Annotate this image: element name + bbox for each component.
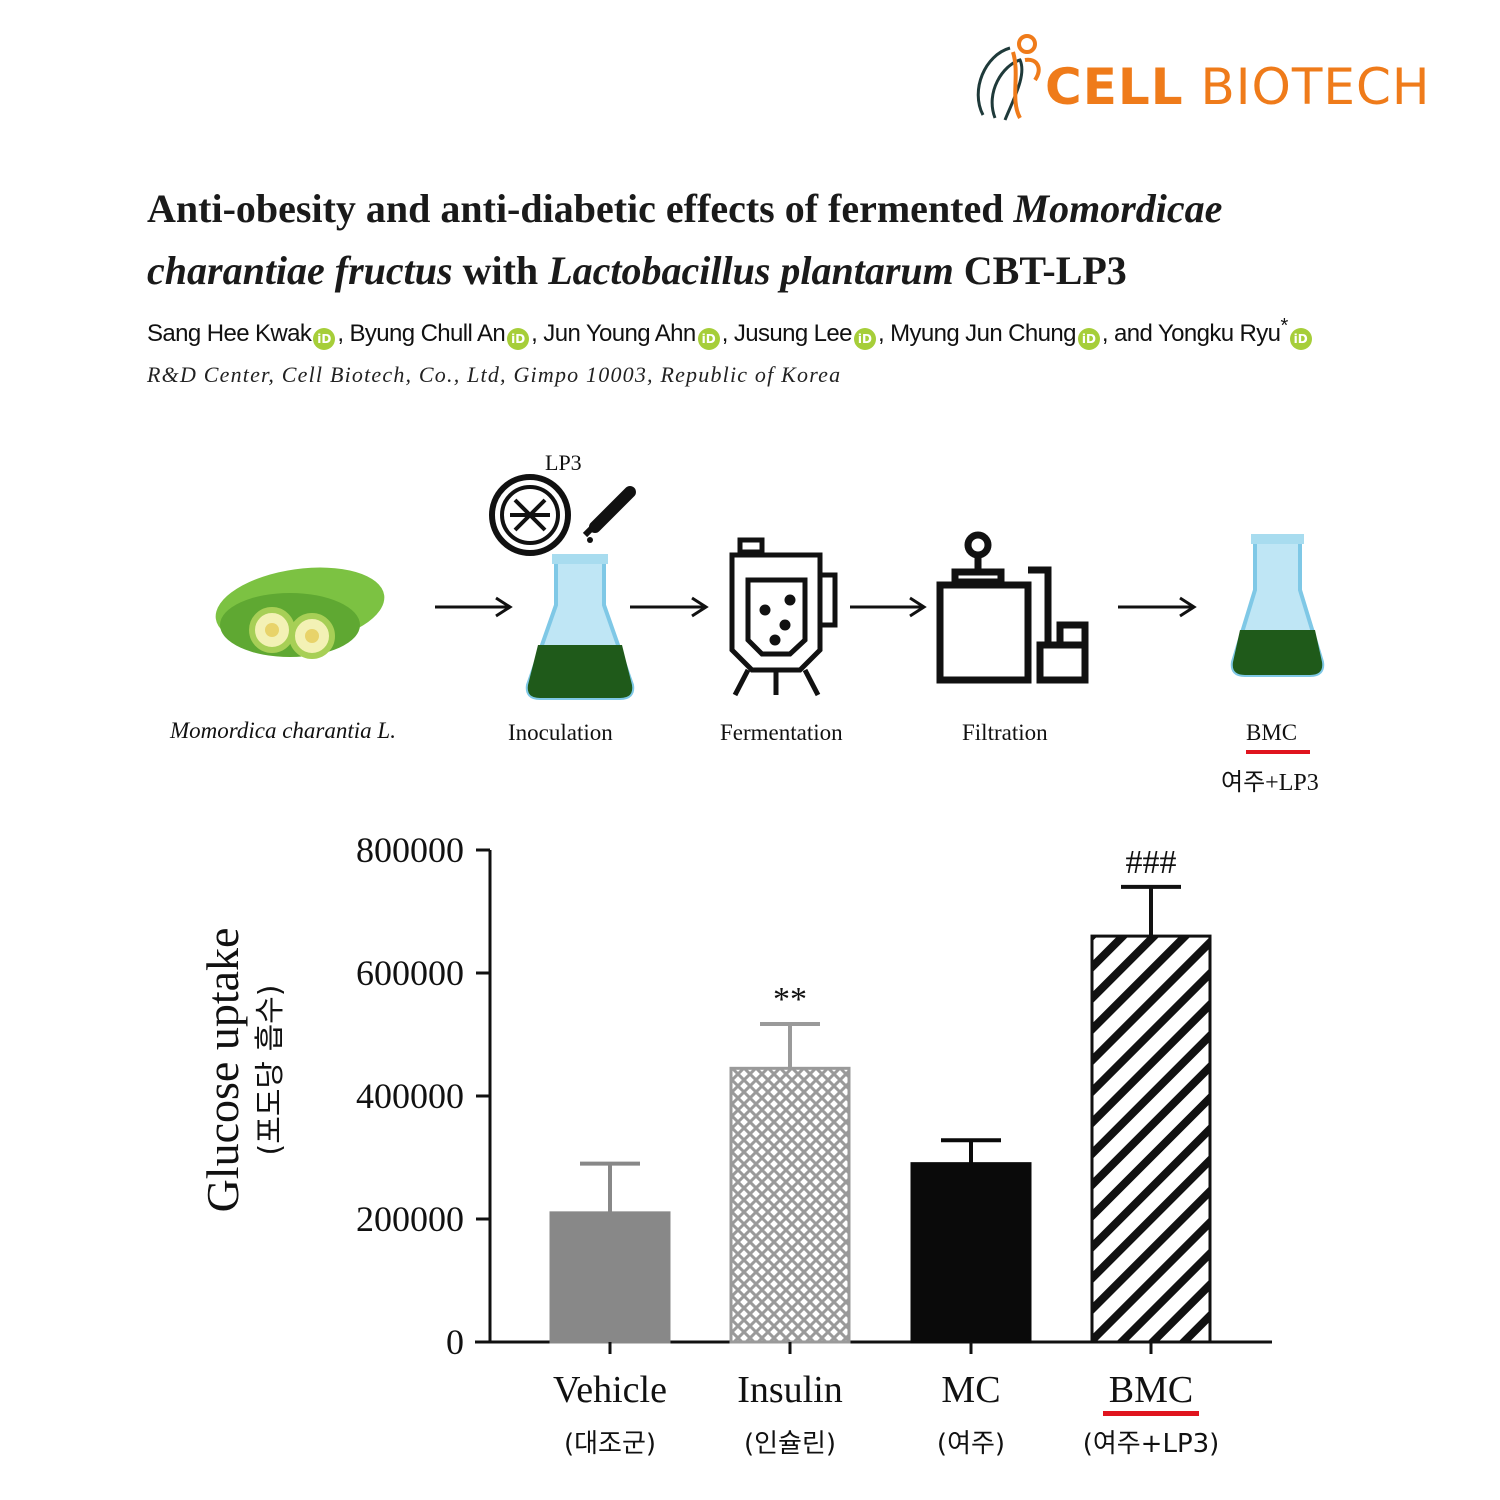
- x-category-label-korean: (여주): [937, 1429, 1005, 1459]
- y-axis-label: Glucose uptake: [197, 928, 248, 1213]
- orcid-icon[interactable]: iD: [1077, 328, 1100, 350]
- x-category-label: MC: [941, 1369, 1000, 1411]
- y-tick-label: 200000: [356, 1199, 464, 1239]
- author-list: Sang Hee Kwak iD, Byung Chull An iD, Jun Y…: [147, 315, 1314, 350]
- orcid-icon[interactable]: iD: [1289, 328, 1312, 350]
- x-category-label: BMC: [1109, 1369, 1193, 1411]
- y-tick-label: 400000: [356, 1076, 464, 1116]
- flask-icon: [525, 554, 635, 700]
- affiliation: R&D Center, Cell Biotech, Co., Ltd, Gimp…: [147, 362, 842, 387]
- orcid-icon[interactable]: iD: [507, 328, 530, 350]
- title-text-2: with: [452, 248, 549, 293]
- step-label-filtration: Filtration: [962, 720, 1048, 745]
- step-label-bmc: BMC: [1246, 720, 1298, 745]
- author-name: , Myung Jun Chung: [877, 320, 1077, 347]
- y-tick-label: 800000: [356, 830, 464, 870]
- significance-mark: **: [773, 981, 807, 1018]
- x-category-label-korean: (인슐린): [744, 1429, 836, 1459]
- step-label-plant: Momordica charantia L.: [170, 718, 396, 743]
- y-tick-label: 600000: [356, 953, 464, 993]
- bitter-melon-icon: [215, 567, 385, 659]
- dropper-icon: [582, 486, 636, 543]
- author-name: , Byung Chull An: [337, 320, 506, 347]
- bar-bmc: [1090, 934, 1212, 1344]
- x-category-label: Vehicle: [553, 1369, 667, 1411]
- y-tick-label: 0: [446, 1322, 464, 1362]
- x-category-label-korean: (대조군): [564, 1429, 656, 1459]
- petri-dish-icon: [489, 474, 571, 556]
- step-label-fermentation: Fermentation: [720, 720, 843, 745]
- logo-brand-light: BIOTECH: [1200, 58, 1431, 116]
- fermenter-icon: [729, 537, 838, 697]
- paper-title: Anti-obesity and anti-diabetic effects o…: [147, 178, 1397, 302]
- title-italic-1: Momordicae charantiae fructus: [147, 186, 1223, 293]
- bmc-korean-label: 여주+LP3: [1221, 770, 1319, 796]
- bmc-highlight-underline: [1246, 750, 1310, 754]
- cell-biotech-logo-icon: [976, 34, 1041, 121]
- author-name: Sang Hee Kwak: [147, 320, 312, 347]
- orcid-icon[interactable]: iD: [697, 328, 720, 350]
- glucose-uptake-chart: 0 200000 400000 600000 800000 ** ### Vehicle (…: [197, 830, 1272, 1459]
- corresponding-author-mark: *: [1280, 315, 1288, 337]
- step-label-inoculation: Inoculation: [508, 720, 613, 745]
- title-text-3: CBT-LP3: [953, 248, 1127, 293]
- filtration-icon: [936, 531, 1089, 684]
- logo-wordmark: CELL BIOTECH: [1045, 58, 1431, 116]
- bar-vehicle: [549, 1211, 671, 1344]
- orcid-icon[interactable]: iD: [853, 328, 876, 350]
- x-category-label: Insulin: [737, 1369, 843, 1411]
- author-name: , and Yongku Ryu: [1101, 320, 1281, 347]
- author-name: , Jun Young Ahn: [531, 320, 696, 347]
- highlight-underline: [1103, 1411, 1199, 1416]
- bar-mc: [910, 1162, 1032, 1344]
- author-name: , Jusung Lee: [721, 320, 853, 347]
- bmc-flask-icon: [1230, 534, 1325, 677]
- bar-insulin: [729, 1066, 851, 1344]
- logo-brand-bold: CELL: [1045, 58, 1184, 116]
- lp3-label: LP3: [545, 450, 582, 475]
- arrow-icon: [435, 596, 1197, 618]
- title-text-1: Anti-obesity and anti-diabetic effects o…: [147, 186, 1014, 231]
- title-italic-2: Lactobacillus plantarum: [548, 248, 954, 293]
- y-axis-label-korean: (포도당 흡수): [253, 985, 288, 1156]
- x-category-label-korean: (여주+LP3): [1083, 1429, 1220, 1459]
- orcid-icon[interactable]: iD: [313, 328, 336, 350]
- significance-mark: ###: [1126, 844, 1177, 881]
